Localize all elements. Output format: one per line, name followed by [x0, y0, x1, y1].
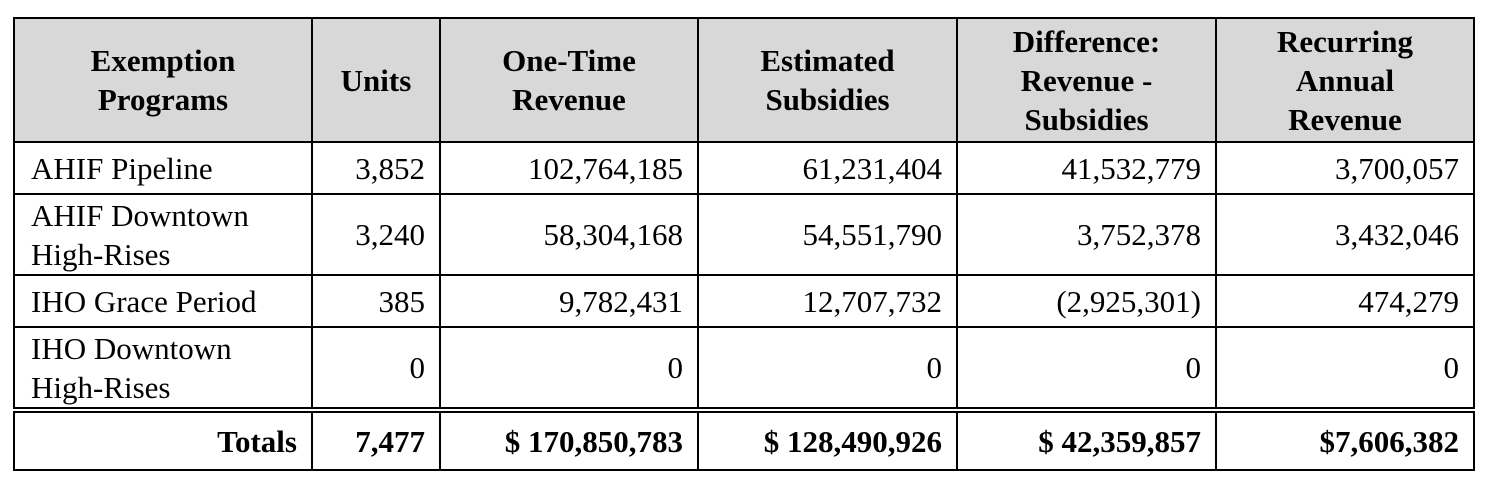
header-units: Units: [311, 17, 441, 143]
estimated-subsidies-cell: 61,231,404: [697, 141, 958, 195]
header-row: Exemption Programs Units One-Time Revenu…: [13, 17, 1475, 143]
difference-cell: 41,532,779: [956, 141, 1217, 195]
units-cell: 3,240: [311, 193, 441, 276]
difference-cell: (2,925,301): [956, 274, 1217, 328]
totals-difference: $ 42,359,857: [956, 407, 1217, 471]
one-time-revenue-cell: 0: [439, 326, 699, 411]
units-cell: 0: [311, 326, 441, 411]
table-row: AHIF Downtown High-Rises 3,240 58,304,16…: [13, 193, 1475, 276]
totals-recurring-revenue: $7,606,382: [1215, 407, 1475, 471]
units-cell: 3,852: [311, 141, 441, 195]
recurring-revenue-cell: 0: [1215, 326, 1475, 411]
header-difference: Difference: Revenue - Subsidies: [956, 17, 1217, 143]
exemption-programs-table-container: Exemption Programs Units One-Time Revenu…: [13, 17, 1475, 471]
totals-estimated-subsidies: $ 128,490,926: [697, 407, 958, 471]
recurring-revenue-cell: 3,700,057: [1215, 141, 1475, 195]
estimated-subsidies-cell: 12,707,732: [697, 274, 958, 328]
table-row: AHIF Pipeline 3,852 102,764,185 61,231,4…: [13, 141, 1475, 195]
estimated-subsidies-cell: 0: [697, 326, 958, 411]
recurring-revenue-cell: 3,432,046: [1215, 193, 1475, 276]
one-time-revenue-cell: 102,764,185: [439, 141, 699, 195]
difference-cell: 0: [956, 326, 1217, 411]
program-name-cell: IHO Downtown High-Rises: [13, 326, 313, 411]
recurring-revenue-cell: 474,279: [1215, 274, 1475, 328]
totals-label: Totals: [13, 407, 313, 471]
header-exemption-programs: Exemption Programs: [13, 17, 313, 143]
totals-one-time-revenue: $ 170,850,783: [439, 407, 699, 471]
one-time-revenue-cell: 9,782,431: [439, 274, 699, 328]
header-recurring-annual-revenue: Recurring Annual Revenue: [1215, 17, 1475, 143]
totals-row: Totals 7,477 $ 170,850,783 $ 128,490,926…: [13, 407, 1475, 471]
exemption-programs-table: Exemption Programs Units One-Time Revenu…: [13, 17, 1475, 471]
table-row: IHO Grace Period 385 9,782,431 12,707,73…: [13, 274, 1475, 328]
header-estimated-subsidies: Estimated Subsidies: [697, 17, 958, 143]
units-cell: 385: [311, 274, 441, 328]
program-name-cell: AHIF Pipeline: [13, 141, 313, 195]
estimated-subsidies-cell: 54,551,790: [697, 193, 958, 276]
program-name-cell: IHO Grace Period: [13, 274, 313, 328]
one-time-revenue-cell: 58,304,168: [439, 193, 699, 276]
program-name-cell: AHIF Downtown High-Rises: [13, 193, 313, 276]
header-one-time-revenue: One-Time Revenue: [439, 17, 699, 143]
totals-units: 7,477: [311, 407, 441, 471]
difference-cell: 3,752,378: [956, 193, 1217, 276]
table-row: IHO Downtown High-Rises 0 0 0 0 0: [13, 326, 1475, 411]
